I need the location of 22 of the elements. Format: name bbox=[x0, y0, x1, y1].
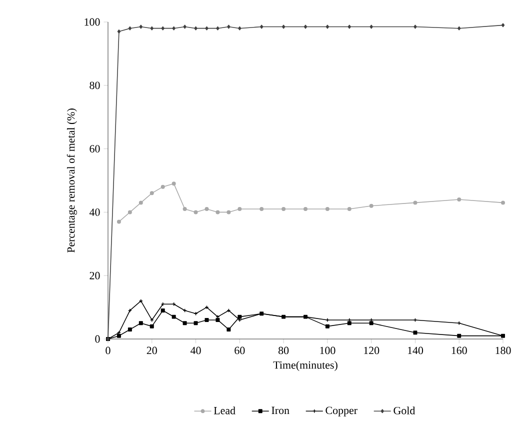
x-tick-label: 60 bbox=[234, 346, 245, 354]
x-tick-label: 0 bbox=[106, 346, 110, 354]
legend-label: Lead bbox=[214, 406, 236, 414]
x-tick-label: 180 bbox=[496, 346, 511, 354]
x-tick-label: 160 bbox=[452, 346, 467, 354]
x-tick-label: 100 bbox=[320, 346, 336, 354]
x-axis-title: Time(minutes) bbox=[273, 361, 338, 371]
x-tick-label: 120 bbox=[364, 346, 380, 354]
y-axis-title: Percentage removal of metal (%) bbox=[66, 108, 77, 253]
legend-label: Iron bbox=[272, 406, 290, 414]
y-tick-label: 20 bbox=[90, 272, 100, 280]
y-tick-label: 60 bbox=[90, 145, 100, 152]
y-tick-label: 100 bbox=[84, 18, 100, 26]
x-tick-label: 20 bbox=[146, 346, 157, 354]
x-tick-label: 40 bbox=[190, 346, 201, 354]
x-tick-label: 140 bbox=[408, 346, 424, 354]
legend-label: Copper bbox=[326, 406, 358, 416]
y-tick-label: 40 bbox=[89, 208, 100, 216]
legend-label: Gold bbox=[394, 406, 416, 414]
y-tick-label: 80 bbox=[90, 82, 100, 90]
x-tick-label: 80 bbox=[278, 346, 289, 354]
y-tick-label: 0 bbox=[95, 335, 100, 343]
